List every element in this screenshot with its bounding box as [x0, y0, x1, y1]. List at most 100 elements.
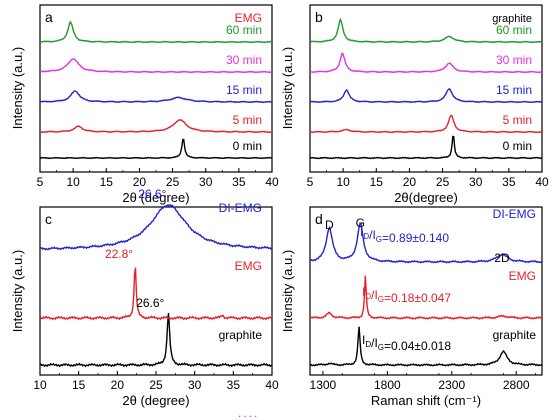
panel-b-x-tick-label: 20: [403, 175, 417, 189]
panel-d-x-axis-label: Raman shift (cm⁻¹): [371, 393, 481, 408]
panel-d-series-labels: graphite EMG DI-EMG: [493, 207, 537, 342]
panel-b-series-60-min: [309, 17, 543, 44]
panel-b-label: b: [315, 9, 323, 25]
panel-b-series-label-15-min: 15 min: [496, 83, 532, 97]
panel-c-label: c: [45, 211, 52, 227]
panel-d-x-tick-label: 1300: [310, 378, 337, 392]
panel-b-x-tick-label: 25: [436, 175, 450, 189]
panel-a-series-60-min: [39, 20, 273, 44]
panel-b-series: [309, 17, 543, 160]
panel-c-x-tick-label: 20: [111, 378, 125, 392]
panel-d-series-graphite: [309, 326, 543, 367]
panel-c-y-axis-label: Intensity (a.u.): [10, 250, 25, 332]
panel-a-series-label-15-min: 15 min: [226, 83, 262, 97]
panel-d-frame: [309, 206, 543, 376]
panel-c-x-tick-label: 25: [149, 378, 163, 392]
panel-d-series-emg: [309, 275, 543, 320]
panel-c-peak-label-emg: 22.8°: [105, 247, 133, 261]
panel-a-x-tick-label: 25: [166, 175, 180, 189]
panel-a-series-0-min: [39, 138, 273, 160]
panel-c-x-tick-label: 35: [227, 378, 241, 392]
panel-c: c graphite EMG DI-EMG 26.6° 22.8° 26.6° 10 15…: [10, 187, 279, 408]
panel-b-series-labels: 0 min 5 min 15 min 30 min 60 min: [496, 23, 532, 153]
panel-b-x-tick-label: 35: [502, 175, 516, 189]
panel-b-series-label-5-min: 5 min: [503, 113, 532, 127]
panel-a-x-tick-label: 10: [66, 175, 80, 189]
panel-b-series-0-min: [309, 135, 543, 160]
panel-c-series: [39, 204, 273, 368]
panel-a-x-tick-label: 35: [232, 175, 246, 189]
panel-c-series-label-di-emg: DI-EMG: [219, 201, 262, 215]
panel-b-x-tick-label: 10: [336, 175, 350, 189]
panel-b-series-label-30-min: 30 min: [496, 53, 532, 67]
panel-c-x-tick-label: 30: [188, 378, 202, 392]
panel-b-x-axis-label: 2θ(degree): [394, 190, 458, 205]
panel-c-x-tick-label: 10: [33, 378, 47, 392]
panel-b-series-5-min: [309, 114, 543, 134]
panel-d-label: d: [315, 211, 323, 227]
panel-a-series-label-0-min: 0 min: [233, 139, 262, 153]
panel-c-x-axis-label: 2θ (degree): [122, 393, 189, 408]
panel-a-series-15-min: [39, 90, 273, 104]
panel-b-series-30-min: [309, 52, 543, 74]
panel-d-series-label-emg: EMG: [509, 269, 536, 283]
panel-c-x-ticks: 10 15 20 25 30 35 40: [33, 371, 279, 392]
panel-b-x-tick-label: 40: [535, 175, 549, 189]
panel-d-peak-label-d: D: [325, 218, 334, 232]
panel-c-series-emg: [39, 267, 273, 321]
panel-d-x-tick-label: 2300: [438, 378, 465, 392]
panel-d-series-di-emg: [310, 222, 543, 264]
panel-a-x-tick-label: 30: [199, 175, 213, 189]
panel-c-peak-label-graphite: 26.6°: [136, 296, 164, 310]
panel-a-x-tick-label: 15: [100, 175, 114, 189]
panel-b-y-axis-label: Intensity (a.u.): [280, 47, 295, 129]
panel-d-series-label-graphite: graphite: [493, 328, 537, 342]
panel-d-series: [309, 222, 543, 367]
panel-a-y-axis-label: Intensity (a.u.): [10, 47, 25, 129]
panel-a-label: a: [45, 9, 53, 25]
panel-a-annotation: EMG: [235, 11, 262, 25]
panel-d-peak-labels: D G 2D: [325, 216, 510, 265]
panel-b-series-label-60-min: 60 min: [496, 23, 532, 37]
panel-c-peak-label-di-emg: 26.6°: [138, 187, 166, 201]
panel-a-x-ticks: 5 10 15 20 25 30 35 40: [37, 168, 279, 189]
panel-d-peak-label-g: G: [356, 216, 365, 230]
panel-d-x-tick-label: 1800: [374, 378, 401, 392]
panel-d-ratio-labels: ID/IG=0.04±0.018 ID/IG=0.18±0.047 ID/IG=0.…: [360, 225, 451, 353]
panel-c-peak-labels: 26.6° 22.8° 26.6°: [105, 187, 167, 310]
panel-d-x-ticks: 1300 1800 2300 2800: [310, 371, 536, 392]
panel-a-series: [39, 20, 273, 160]
panel-a-x-axis-label: 2θ (degree): [122, 190, 189, 205]
panel-d-series-label-di-emg: DI-EMG: [493, 207, 536, 221]
panel-a-series-label-60-min: 60 min: [226, 23, 262, 37]
panel-a-series-labels: 0 min 5 min 15 min 30 min 60 min: [226, 23, 262, 153]
panel-c-series-label-graphite: graphite: [219, 328, 263, 342]
panel-d-y-axis-label: Intensity (a.u.): [280, 250, 295, 332]
panel-b-x-tick-label: 15: [370, 175, 384, 189]
panel-d-ratio-label-graphite: ID/IG=0.04±0.018: [362, 333, 451, 353]
panel-c-series-labels: graphite EMG DI-EMG: [219, 201, 263, 342]
panel-d-ratio-label-di-emg: ID/IG=0.89±0.140: [360, 225, 449, 245]
panel-a-series-5-min: [39, 119, 273, 134]
panel-b-x-tick-label: 5: [307, 175, 314, 189]
panel-c-series-di-emg: [39, 204, 273, 251]
panel-a: a EMG 0 min 5 min 15 min 30 min 60 min 5 10 15…: [10, 4, 279, 205]
panel-a-series-label-5-min: 5 min: [233, 113, 262, 127]
panel-c-frame: [39, 206, 273, 376]
panel-b-x-tick-label: 30: [469, 175, 483, 189]
panel-a-series-30-min: [39, 58, 273, 74]
panel-c-series-graphite: [39, 312, 273, 368]
decorative-dots: ....: [238, 406, 260, 420]
panel-b-series-15-min: [309, 88, 543, 104]
panel-b-series-label-0-min: 0 min: [503, 139, 532, 153]
panel-a-x-tick-label: 20: [133, 175, 147, 189]
panel-d-peak-label-2d: 2D: [494, 251, 510, 265]
panel-c-x-tick-label: 40: [265, 378, 279, 392]
panel-a-x-tick-label: 40: [265, 175, 279, 189]
panel-b-x-ticks: 5 10 15 20 25 30 35 40: [307, 168, 549, 189]
panel-c-series-label-emg: EMG: [235, 259, 262, 273]
panel-c-x-tick-label: 15: [72, 378, 86, 392]
